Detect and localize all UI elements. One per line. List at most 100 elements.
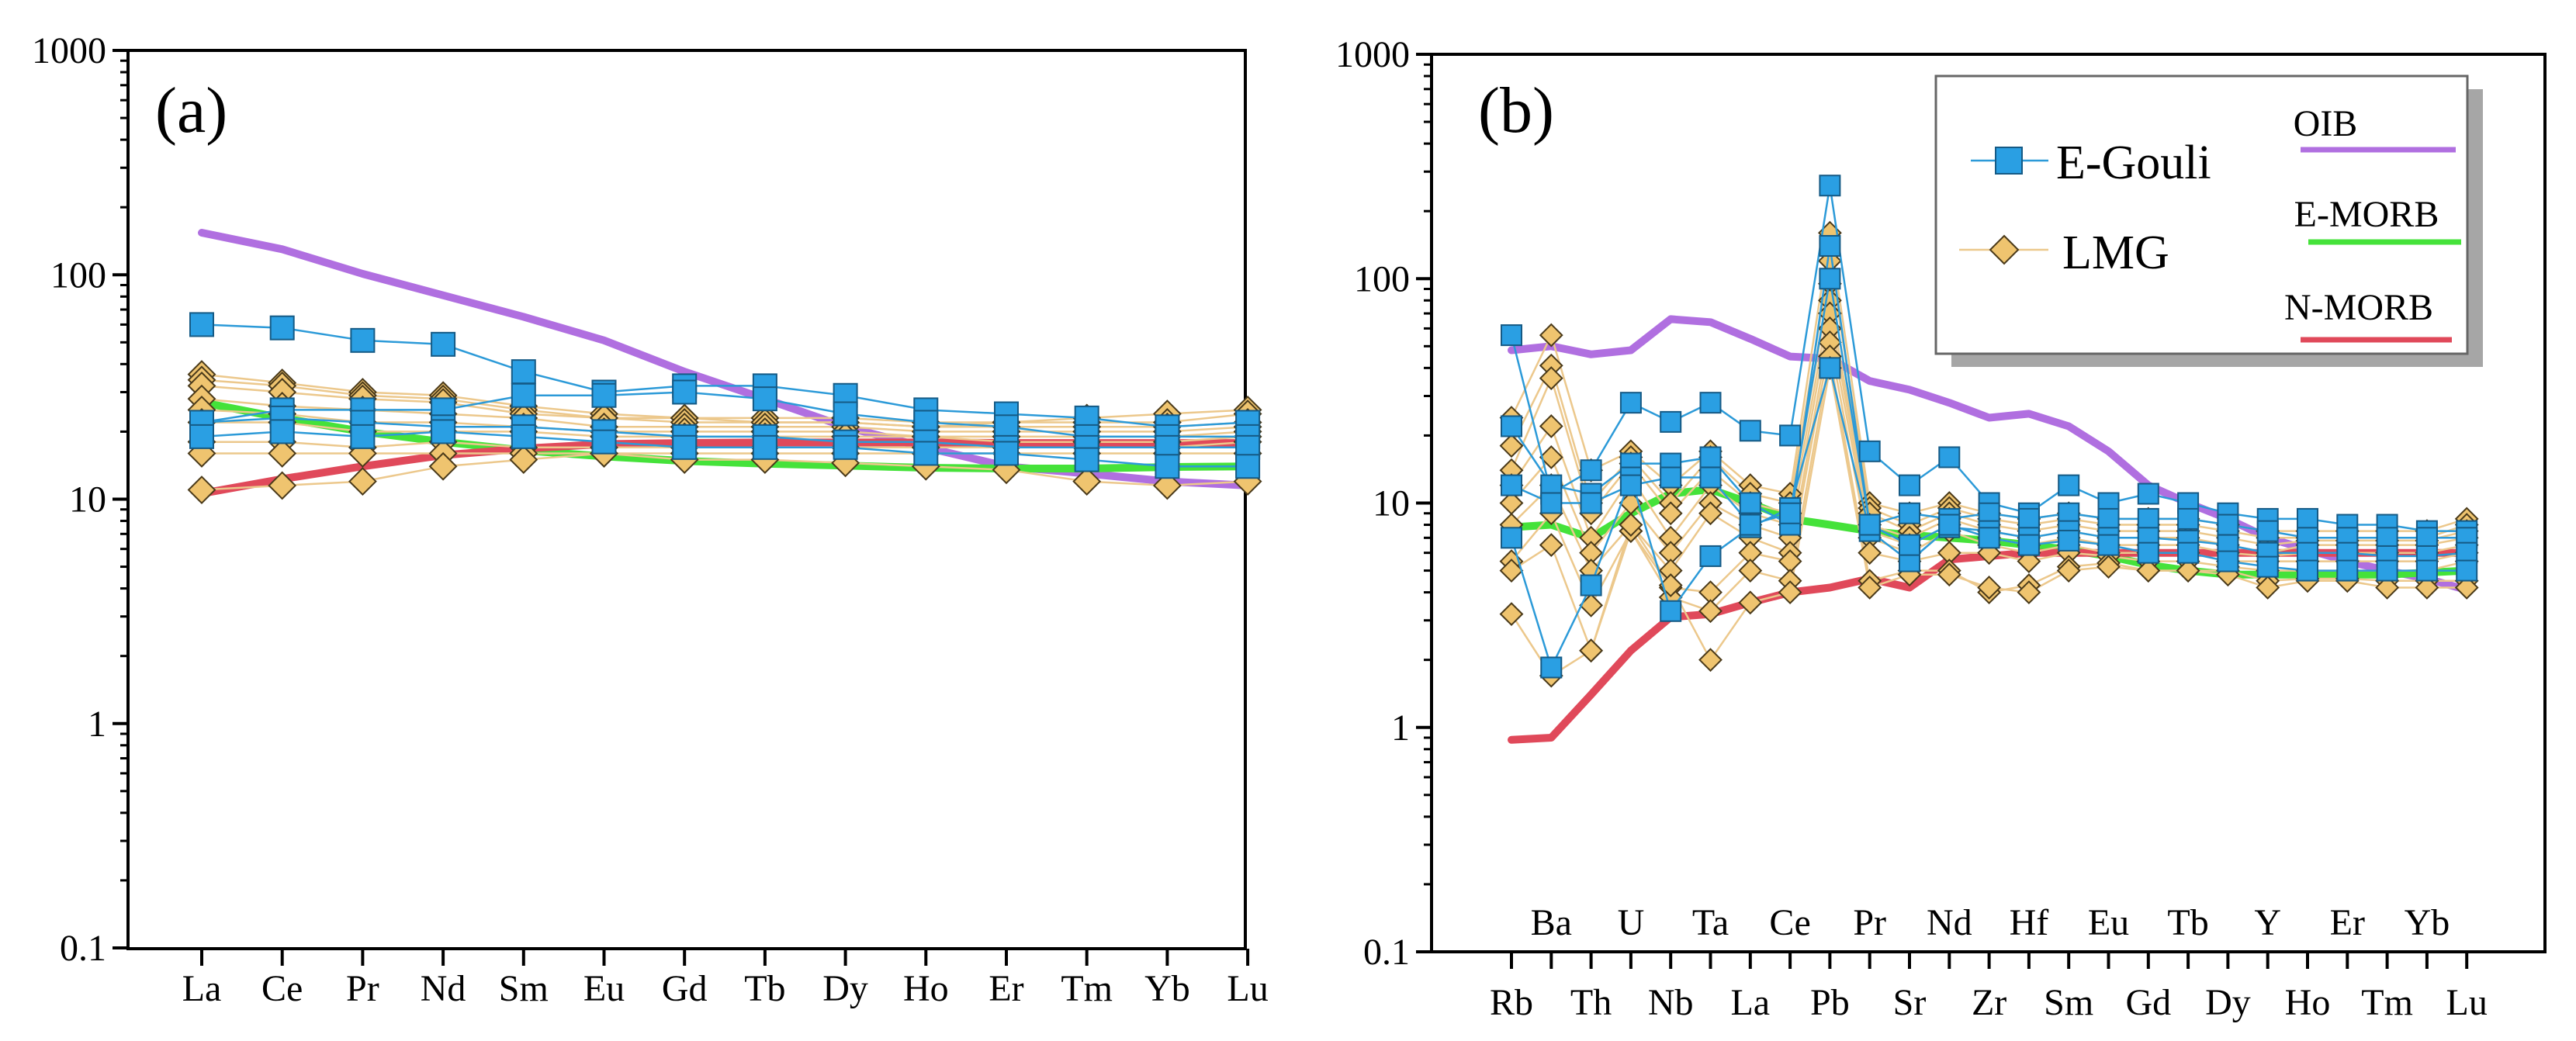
- egouli-point: [1619, 474, 1642, 496]
- egouli-point: [1899, 474, 1920, 496]
- x-tick-label-bottom: Rb: [1490, 982, 1533, 1023]
- egouli-point: [994, 441, 1019, 466]
- reference-line-nmorb: [198, 438, 1252, 498]
- egouli-point: [431, 331, 456, 357]
- lmg-point: [2375, 576, 2400, 600]
- egouli-point: [2256, 555, 2279, 578]
- egouli-point: [511, 424, 536, 449]
- egouli-point: [1540, 656, 1563, 679]
- egouli-point: [2456, 559, 2478, 582]
- egouli-point: [1978, 502, 2000, 524]
- y-tick-label: 1000: [32, 30, 106, 71]
- egouli-point: [1938, 514, 1961, 536]
- egouli-point: [1540, 492, 1563, 514]
- x-tick-label: Pr: [346, 968, 379, 1009]
- x-tick-label-top: Ba: [1531, 902, 1572, 943]
- lmg-point: [1698, 648, 1723, 673]
- legend-nmorb-label: N-MORB: [2284, 287, 2433, 328]
- lmg-point: [1858, 576, 1882, 600]
- lmg-point: [2136, 559, 2161, 583]
- egouli-point: [1699, 545, 1722, 567]
- egouli-point: [994, 414, 1019, 440]
- egouli-point: [1501, 415, 1522, 437]
- egouli-point: [1858, 514, 1881, 536]
- egouli-point: [672, 434, 698, 460]
- egouli-point: [2415, 527, 2438, 549]
- x-tick-label: Gd: [662, 968, 708, 1009]
- x-tick-label-top: Y: [2254, 902, 2281, 943]
- y-tick-label: 100: [50, 254, 106, 296]
- panel-b-egouli-series: [1501, 175, 2478, 679]
- egouli-point: [1739, 514, 1761, 536]
- lmg-point: [1072, 467, 1102, 496]
- egouli-point: [752, 434, 777, 460]
- egouli-point: [752, 386, 777, 412]
- lmg-point: [2096, 555, 2121, 579]
- lmg-point: [1778, 580, 1802, 605]
- legend-lmg-label: LMG: [2062, 227, 2169, 279]
- x-tick-label-bottom: Ho: [2285, 982, 2331, 1023]
- egouli-point: [350, 327, 376, 353]
- y-tick-label: 10: [1373, 483, 1410, 524]
- egouli-point: [189, 312, 214, 337]
- egouli-point: [2376, 527, 2398, 549]
- x-tick-label: Eu: [583, 968, 625, 1009]
- x-tick-label: Lu: [1227, 968, 1268, 1009]
- lmg-point: [1539, 533, 1563, 558]
- lmg-point: [428, 451, 458, 481]
- lmg-point: [1539, 366, 1563, 391]
- y-tick-label: 1: [88, 704, 106, 745]
- egouli-point: [2058, 474, 2080, 496]
- egouli-point: [1739, 420, 1761, 442]
- x-tick-label: Er: [989, 968, 1023, 1009]
- egouli-point: [1779, 424, 1802, 447]
- lmg-point: [1698, 599, 1723, 624]
- lmg-point: [1152, 471, 1182, 500]
- egouli-point: [1660, 600, 1682, 622]
- y-tick-label: 0.1: [60, 928, 106, 969]
- egouli-point: [1899, 534, 1920, 556]
- egouli-point: [2297, 559, 2318, 582]
- x-tick-label-bottom: Lu: [2446, 982, 2488, 1023]
- egouli-point: [2137, 507, 2159, 530]
- egouli-point: [1660, 410, 1682, 433]
- egouli-point: [1938, 446, 1961, 469]
- egouli-point: [269, 315, 295, 341]
- egouli-point: [1858, 440, 1881, 462]
- egouli-point: [1819, 234, 1841, 257]
- lmg-point: [1858, 541, 1882, 565]
- egouli-point: [1619, 392, 1642, 414]
- egouli-point: [2137, 482, 2159, 505]
- legend-box: [1934, 74, 2469, 355]
- x-tick-label-bottom: Th: [1570, 982, 1612, 1023]
- egouli-point: [1580, 492, 1602, 514]
- x-tick-label-top: Pr: [1853, 902, 1886, 943]
- legend-oib-label: OIB: [2294, 103, 2358, 144]
- egouli-point: [2137, 541, 2159, 564]
- egouli-point: [1155, 454, 1180, 479]
- egouli-point: [2336, 541, 2359, 564]
- egouli-point: [1501, 324, 1522, 347]
- egouli-point: [833, 434, 858, 460]
- egouli-point: [1779, 502, 1802, 524]
- egouli-point: [431, 419, 456, 444]
- x-tick-label-bottom: Tm: [2361, 982, 2413, 1023]
- x-tick-label: Sm: [499, 968, 549, 1009]
- panel-a-label: (a): [155, 74, 227, 147]
- egouli-point: [833, 401, 858, 427]
- egouli-point: [1978, 527, 2000, 549]
- lmg-point: [1698, 501, 1723, 526]
- lmg-point: [268, 471, 297, 500]
- lmg-point: [1738, 559, 1763, 583]
- x-tick-label-top: Ta: [1692, 902, 1729, 943]
- y-tick-label: 100: [1354, 258, 1410, 299]
- lmg-point: [1539, 414, 1563, 438]
- panel-a: (a) 0.1 1 10 100 1000 La Ce Pr Nd Sm Eu Gd Tb Dy Ho Er…: [32, 30, 1269, 1009]
- lmg-point: [1937, 562, 1961, 587]
- x-tick-label-top: Yb: [2405, 902, 2450, 943]
- y-tick-label: 0.1: [1363, 932, 1410, 973]
- egouli-point: [2177, 541, 2200, 564]
- egouli-point: [1819, 175, 1841, 197]
- x-tick-label: Ho: [903, 968, 949, 1009]
- egouli-point: [1899, 502, 1920, 524]
